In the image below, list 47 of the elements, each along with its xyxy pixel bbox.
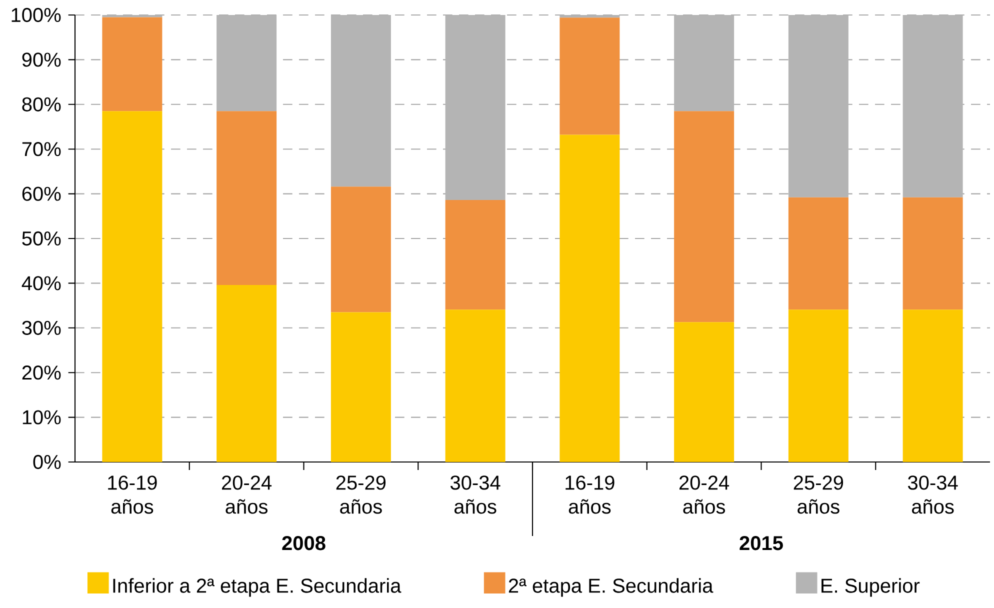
y-tick-label: 10% [22, 410, 61, 424]
y-tick-label: 80% [22, 97, 61, 112]
text: 2008 [282, 536, 326, 550]
x-tick-label: 25-29 años [794, 476, 844, 514]
bar [445, 310, 506, 462]
bar [788, 310, 848, 462]
bar [674, 111, 734, 322]
bar [330, 312, 391, 462]
bar [330, 15, 391, 187]
bar [330, 186, 391, 312]
text: 2015 [740, 536, 783, 550]
y-tick-label: 60% [22, 186, 61, 201]
bar [560, 134, 620, 462]
legend-label: E. Superior [822, 578, 920, 597]
y-tick-label: 0% [33, 454, 61, 470]
x-tick-label: 25-29 años [336, 476, 386, 514]
bar [216, 284, 277, 462]
bar [902, 197, 963, 310]
bar [674, 15, 734, 112]
legend-label: 2ª etapa E. Secundaria [508, 578, 714, 597]
y-tick-label: 90% [22, 52, 61, 67]
x-tick-label: 20-24 años [222, 476, 272, 514]
y-tick-label: 50% [22, 231, 61, 246]
bar [102, 17, 162, 112]
y-tick-label: 30% [22, 320, 61, 335]
bar [216, 15, 277, 112]
bar [445, 15, 506, 200]
y-tick-label: 70% [22, 142, 61, 156]
x-tick-label: 16-19 años [566, 476, 614, 514]
bar [902, 310, 963, 462]
x-tick-label: 30-34 años [908, 476, 958, 514]
x-tick-label: 20-24 años [679, 476, 730, 514]
x-tick-label: 30-34 años [450, 476, 500, 514]
y-tick-label: 100% [12, 8, 61, 22]
x-tick-label: 16-19 años [108, 476, 157, 514]
bar [902, 15, 963, 198]
bar [674, 322, 734, 462]
bar [560, 18, 620, 135]
bar [788, 197, 848, 310]
y-tick-label: 20% [22, 366, 61, 380]
y-tick-label: 40% [22, 276, 61, 290]
bar [788, 15, 848, 198]
bar [560, 15, 620, 18]
bar [102, 111, 162, 462]
bar [445, 200, 506, 310]
bar [216, 111, 277, 285]
legend-label: Inferior a 2ª etapa E. Secundaria [113, 578, 402, 597]
